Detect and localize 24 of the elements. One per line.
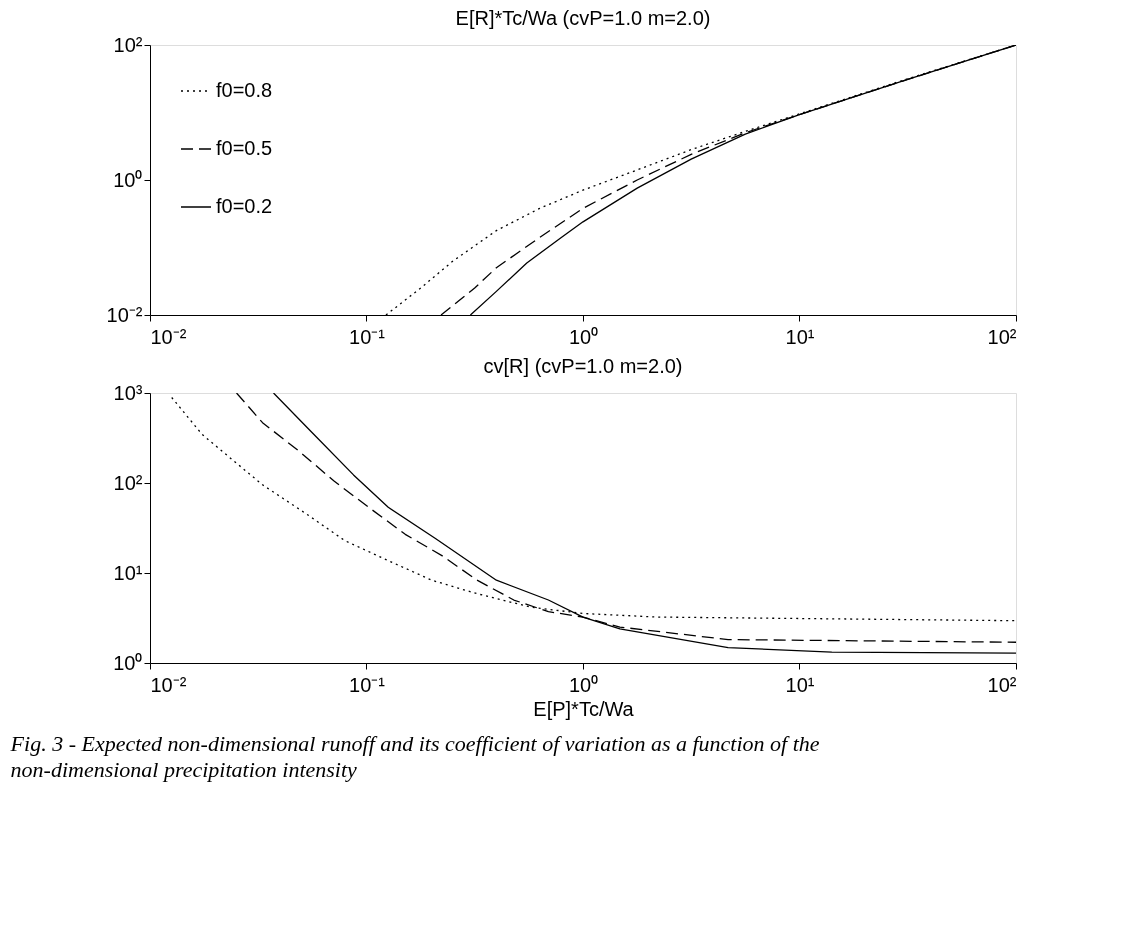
- y-tick-label: 10⁻²: [106, 303, 143, 326]
- chart-title: cv[R] (cvP=1.0 m=2.0): [483, 355, 683, 377]
- x-tick-label: 10⁰: [568, 325, 599, 348]
- x-tick-label: 10⁻²: [150, 673, 187, 696]
- y-tick-label: 10²: [113, 471, 143, 494]
- y-tick-label: 10³: [113, 381, 143, 404]
- y-tick-label: 10²: [113, 33, 143, 56]
- legend-label: f0=0.5: [216, 137, 273, 159]
- x-tick-label: 10⁰: [568, 673, 599, 696]
- x-axis-title: E[P]*Tc/Wa: [533, 697, 635, 720]
- x-tick-label: 10²: [987, 673, 1017, 696]
- x-tick-label: 10¹: [785, 673, 815, 696]
- x-tick-label: 10⁻¹: [349, 325, 386, 348]
- x-tick-label: 10²: [987, 325, 1017, 348]
- legend-label: f0=0.2: [216, 195, 273, 217]
- x-tick-label: 10¹: [785, 325, 815, 348]
- x-tick-label: 10⁻²: [150, 325, 187, 348]
- chart-title: E[R]*Tc/Wa (cvP=1.0 m=2.0): [455, 7, 711, 29]
- caption: Fig. 3 - Expected non-dimensional runoff and its coefficient of variation as a function of the non-dimensional precipitation intensity: [9, 730, 820, 782]
- y-tick-label: 10⁰: [113, 168, 143, 191]
- y-tick-label: 10⁰: [113, 651, 143, 674]
- legend-label: f0=0.8: [216, 79, 273, 101]
- y-tick-label: 10¹: [113, 561, 143, 584]
- x-tick-label: 10⁻¹: [349, 673, 386, 696]
